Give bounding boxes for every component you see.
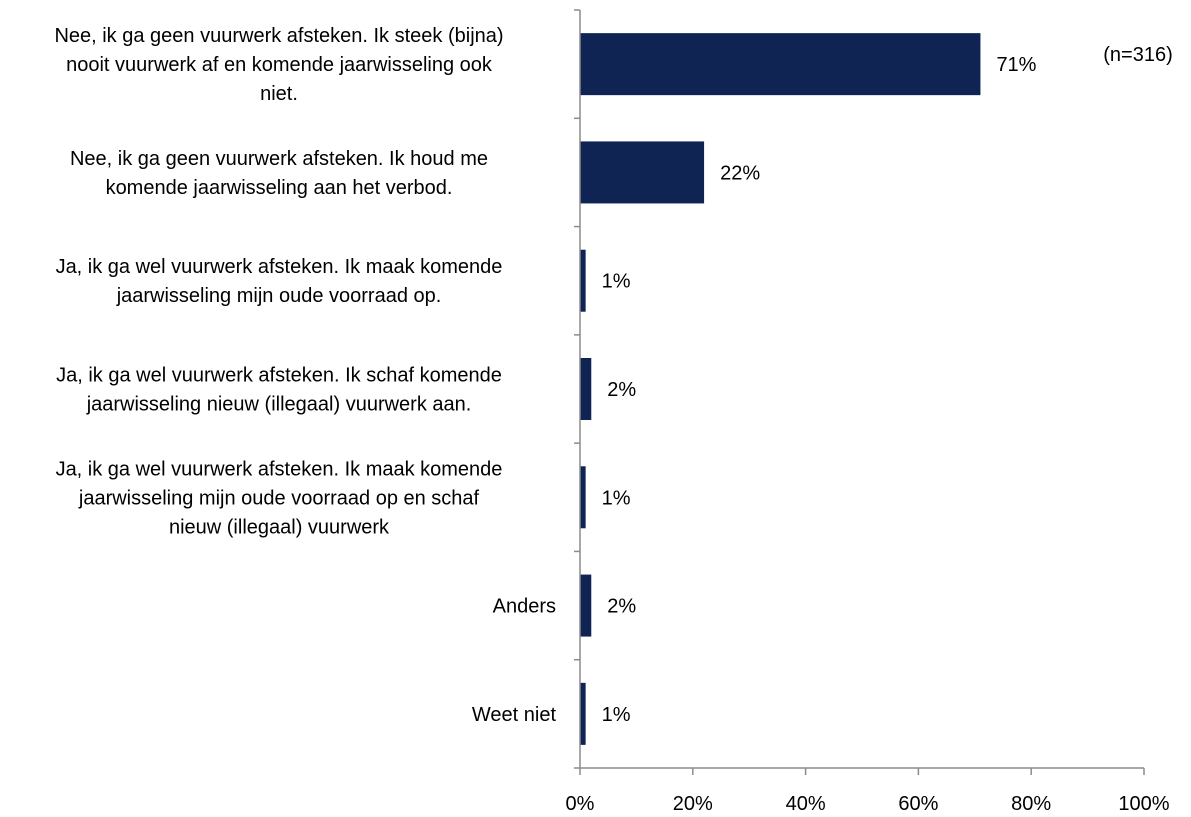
- x-tick-labels-group: 0% 20% 40% 60% 80% 100%: [566, 793, 1170, 815]
- value-label-2: 1%: [602, 271, 631, 293]
- value-label-1: 22%: [720, 162, 760, 184]
- category-label-6: Weet niet: [472, 704, 557, 726]
- bars-group: [580, 33, 981, 745]
- value-label-3: 2%: [607, 379, 636, 401]
- bar-4: [580, 466, 586, 529]
- category-label-4-line-0: Ja, ik ga wel vuurwerk afsteken. Ik maak…: [56, 458, 503, 480]
- category-label-2-line-1: jaarwisseling mijn oude voorraad op.: [116, 285, 442, 307]
- bar-0: [580, 33, 981, 96]
- category-label-0-line-2: niet.: [260, 83, 298, 105]
- x-tick-label-1: 20%: [673, 793, 713, 815]
- x-tick-label-4: 80%: [1011, 793, 1051, 815]
- category-label-3-line-1: jaarwisseling nieuw (illegaal) vuurwerk …: [86, 394, 472, 416]
- x-tick-label-3: 60%: [898, 793, 938, 815]
- category-label-1: Nee, ik ga geen vuurwerk afsteken. Ik ho…: [70, 148, 488, 199]
- category-label-3: Ja, ik ga wel vuurwerk afsteken. Ik scha…: [56, 365, 502, 416]
- category-label-0-line-0: Nee, ik ga geen vuurwerk afsteken. Ik st…: [54, 25, 503, 47]
- category-label-6-line-0: Weet niet: [472, 704, 557, 726]
- category-label-5-line-0: Anders: [493, 596, 556, 618]
- axes-group: [574, 9, 1145, 775]
- bar-2: [580, 249, 586, 312]
- category-label-0: Nee, ik ga geen vuurwerk afsteken. Ik st…: [54, 25, 503, 105]
- category-label-0-line-1: nooit vuurwerk af en komende jaarwisseli…: [66, 54, 493, 76]
- x-tick-label-5: 100%: [1118, 793, 1169, 815]
- category-label-4-line-2: nieuw (illegaal) vuurwerk: [169, 516, 390, 538]
- x-tick-label-2: 40%: [786, 793, 826, 815]
- category-labels-group: Nee, ik ga geen vuurwerk afsteken. Ik st…: [54, 25, 556, 726]
- bar-1: [580, 141, 705, 204]
- bar-6: [580, 682, 586, 745]
- category-label-2: Ja, ik ga wel vuurwerk afsteken. Ik maak…: [56, 256, 503, 307]
- value-label-6: 1%: [602, 704, 631, 726]
- category-label-4: Ja, ik ga wel vuurwerk afsteken. Ik maak…: [56, 458, 503, 538]
- category-label-4-line-1: jaarwisseling mijn oude voorraad op en s…: [78, 487, 480, 509]
- bar-5: [580, 574, 592, 637]
- sample-size-annotation: (n=316): [1103, 44, 1173, 66]
- value-label-0: 71%: [996, 54, 1036, 76]
- value-label-5: 2%: [607, 596, 636, 618]
- category-label-2-line-0: Ja, ik ga wel vuurwerk afsteken. Ik maak…: [56, 256, 503, 278]
- category-label-1-line-1: komende jaarwisseling aan het verbod.: [106, 177, 453, 199]
- bar-3: [580, 358, 592, 420]
- category-label-1-line-0: Nee, ik ga geen vuurwerk afsteken. Ik ho…: [70, 148, 488, 170]
- x-tick-label-0: 0%: [566, 793, 595, 815]
- value-label-4: 1%: [602, 487, 631, 509]
- category-label-3-line-0: Ja, ik ga wel vuurwerk afsteken. Ik scha…: [56, 365, 502, 387]
- value-labels-group: 71% 22% 1% 2% 1% 2% 1%: [602, 54, 1037, 726]
- category-label-5: Anders: [493, 596, 556, 618]
